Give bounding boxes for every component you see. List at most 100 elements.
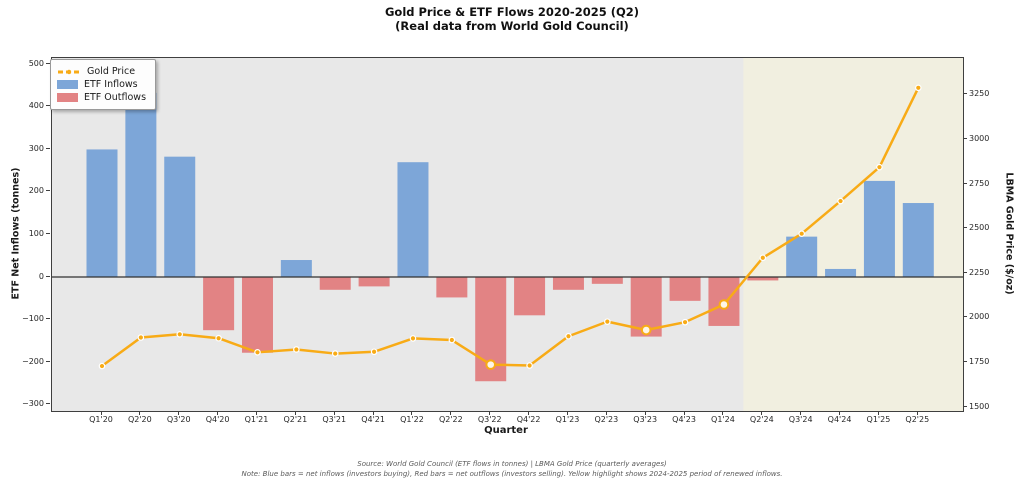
y-left-tick-label: −100 xyxy=(22,314,44,324)
y-left-tick-label: −300 xyxy=(22,399,44,409)
x-tick-label: Q4'23 xyxy=(672,415,696,424)
x-tick xyxy=(333,411,335,415)
y-left-tick-label: 500 xyxy=(28,58,44,68)
etf-outflow-bar xyxy=(436,277,468,298)
y-right-tick-label: 2500 xyxy=(969,223,990,233)
etf-inflow-bar xyxy=(397,162,429,278)
y-left-tick xyxy=(46,147,50,149)
chart-title: Gold Price & ETF Flows 2020-2025 (Q2) xyxy=(384,5,640,19)
y-right-tick xyxy=(963,316,967,318)
x-tick xyxy=(839,411,841,415)
y-right-tick-label: 2750 xyxy=(969,178,990,188)
gold-price-marker xyxy=(215,334,222,342)
y-right-tick xyxy=(963,271,967,273)
gold-price-marker xyxy=(565,332,572,340)
x-tick xyxy=(916,411,918,415)
x-tick-label: Q2'20 xyxy=(127,415,152,424)
y-left-tick xyxy=(46,190,50,192)
x-tick xyxy=(761,411,763,415)
etf-inflow-bar xyxy=(280,260,312,278)
x-tick xyxy=(528,411,530,415)
etf-outflow-bar xyxy=(591,277,623,284)
gold-price-marker-emphasis xyxy=(640,324,652,336)
x-tick xyxy=(100,411,102,415)
y-left-tick xyxy=(46,105,50,107)
etf-inflow-bar xyxy=(164,156,196,278)
gold-price-marker xyxy=(448,336,456,344)
x-tick xyxy=(683,411,685,415)
y-left-tick-label: 200 xyxy=(28,186,44,196)
x-tick-label: Q4'22 xyxy=(516,415,541,424)
etf-outflow-bar xyxy=(669,277,701,301)
legend-label: ETF Outflows xyxy=(84,92,147,103)
x-tick-label: Q1'25 xyxy=(866,415,891,424)
x-tick-label: Q3'20 xyxy=(166,415,191,424)
y-right-tick-label: 3000 xyxy=(969,134,990,144)
x-tick xyxy=(800,411,802,415)
x-axis-title: Quarter xyxy=(484,425,528,436)
reading-note: Note: Blue bars = net inflows (investors… xyxy=(241,470,783,478)
x-tick-label: Q1'22 xyxy=(400,415,424,424)
y-left-tick xyxy=(46,360,50,362)
inflow-swatch-icon xyxy=(57,79,78,90)
x-tick xyxy=(722,411,724,415)
y-left-tick-label: −200 xyxy=(22,356,44,366)
x-tick xyxy=(139,411,141,415)
gold-price-marker xyxy=(137,334,145,341)
x-tick-label: Q2'21 xyxy=(283,415,308,424)
y-right-tick-label: 2250 xyxy=(969,267,990,277)
y-left-tick-label: 100 xyxy=(28,229,44,238)
y-right-tick xyxy=(963,405,967,407)
etf-outflow-bar xyxy=(358,277,390,287)
etf-outflow-bar xyxy=(203,277,235,331)
etf-inflow-bar xyxy=(86,149,118,278)
y-right-tick xyxy=(963,138,967,140)
y-right-tick xyxy=(963,182,967,184)
y-left-axis-title: ETF Net Inflows (tonnes) xyxy=(10,167,22,300)
x-tick xyxy=(411,411,413,415)
x-tick xyxy=(255,411,257,415)
x-tick xyxy=(644,411,646,415)
gold-price-marker xyxy=(98,362,106,370)
y-left-tick xyxy=(46,403,50,405)
y-left-tick-label: 300 xyxy=(28,143,44,153)
gold-price-marker xyxy=(254,349,261,356)
gold-price-marker xyxy=(604,318,611,325)
y-right-tick-label: 2000 xyxy=(969,312,990,322)
y-right-tick xyxy=(963,93,967,95)
gold-price-marker xyxy=(293,346,300,353)
etf-inflow-bar xyxy=(902,203,934,278)
x-tick-label: Q4'20 xyxy=(205,415,230,424)
x-tick-label: Q1'23 xyxy=(555,415,580,424)
y-left-tick xyxy=(46,275,50,277)
y-left-tick-label: 400 xyxy=(28,101,44,111)
y-right-tick-label: 1500 xyxy=(969,401,990,411)
legend: Gold Price ETF Inflows ETF Outflows xyxy=(50,59,157,110)
gold-price-marker-emphasis xyxy=(485,359,497,370)
x-tick-label: Q2'25 xyxy=(905,415,930,424)
gold-price-marker-emphasis xyxy=(718,299,730,310)
gold-price-line-sample-icon xyxy=(58,69,80,74)
y-left-tick xyxy=(46,233,50,234)
etf-outflow-bar xyxy=(514,277,546,316)
gold-price-marker xyxy=(176,330,184,338)
x-tick xyxy=(566,411,568,415)
x-tick-label: Q1'24 xyxy=(711,415,735,424)
x-tick-label: Q3'21 xyxy=(322,415,347,424)
etf-inflow-bar xyxy=(863,180,895,278)
y-right-tick xyxy=(963,227,967,229)
x-tick-label: Q2'24 xyxy=(749,415,774,424)
gold-price-marker xyxy=(876,163,883,171)
etf-outflow-bar xyxy=(241,277,273,353)
etf-inflow-bar xyxy=(825,268,857,278)
x-tick xyxy=(450,411,452,415)
etf-outflow-bar xyxy=(552,277,584,290)
gold-price-line xyxy=(100,86,920,368)
y-right-tick xyxy=(963,360,967,362)
gold-price-marker xyxy=(526,362,533,369)
x-tick-label: Q1'21 xyxy=(244,415,269,424)
x-tick-label: Q3'23 xyxy=(633,415,658,424)
gold-price-marker xyxy=(914,84,922,92)
x-tick-label: Q3'22 xyxy=(477,415,502,424)
